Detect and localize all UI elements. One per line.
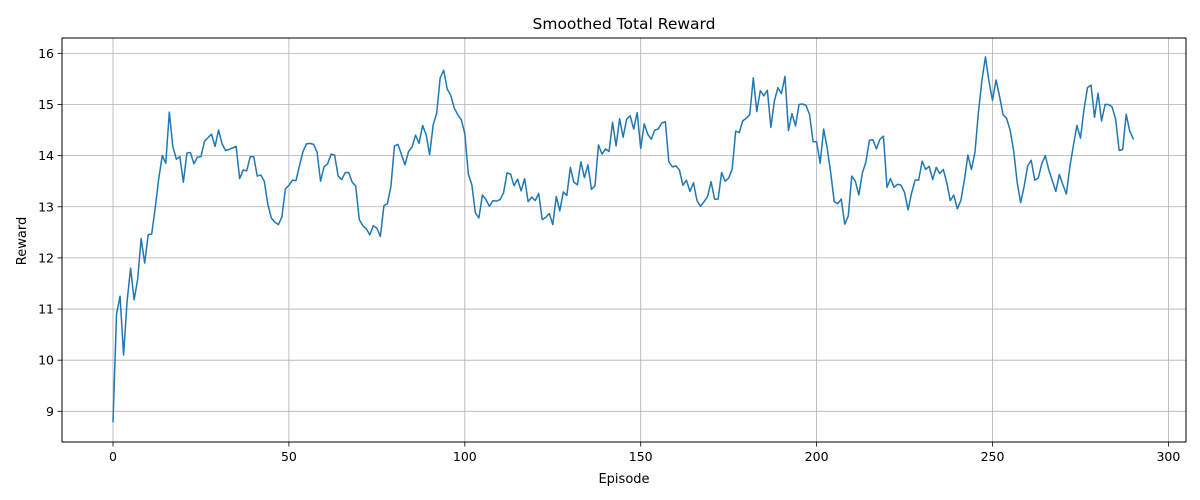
x-tick-label: 200 xyxy=(805,449,829,464)
y-tick-label: 10 xyxy=(38,353,54,368)
y-tick-label: 11 xyxy=(38,302,54,317)
x-axis-title: Episode xyxy=(598,472,649,487)
y-tick-label: 15 xyxy=(38,97,54,112)
y-tick-label: 13 xyxy=(38,199,54,214)
y-tick-label: 9 xyxy=(46,404,54,419)
x-tick-label: 0 xyxy=(109,449,117,464)
plot-frame xyxy=(61,37,1187,443)
y-axis-title: Reward xyxy=(15,217,30,265)
y-tick-label: 14 xyxy=(38,148,54,163)
x-tick-label: 100 xyxy=(453,449,477,464)
series-line xyxy=(112,56,1135,423)
grid xyxy=(62,38,1186,442)
x-tick-label: 250 xyxy=(981,449,1005,464)
x-tick-label: 150 xyxy=(629,449,653,464)
y-tick-label: 12 xyxy=(38,250,54,265)
x-tick-label: 50 xyxy=(281,449,297,464)
axis-ticks: 0 50 100 150 200 250 300 9 10 11 12 13 14 15 16 xyxy=(38,46,1180,464)
series-layer xyxy=(112,56,1135,423)
y-tick-label: 16 xyxy=(38,46,54,61)
chart-title: Smoothed Total Reward xyxy=(533,15,716,33)
x-tick-label: 300 xyxy=(1156,449,1180,464)
